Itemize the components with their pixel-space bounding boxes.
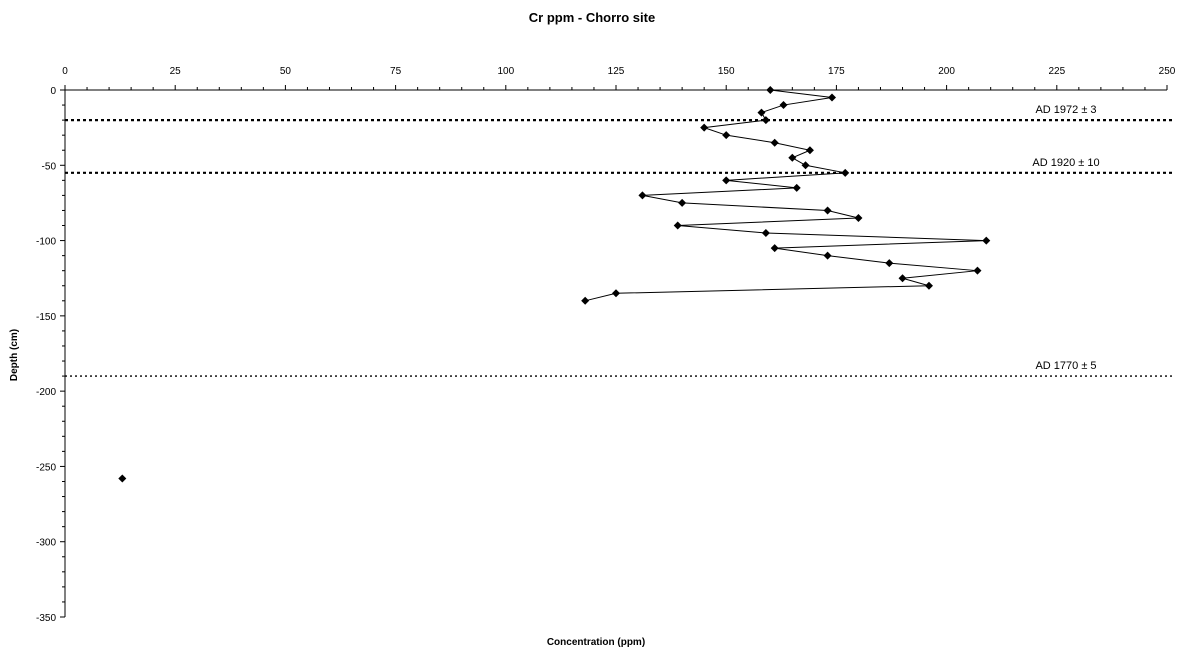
data-point-marker <box>638 191 647 200</box>
data-point-marker <box>973 266 982 275</box>
y-tick-label: -100 <box>36 237 56 248</box>
data-point-marker <box>982 236 991 245</box>
data-point-marker <box>801 161 810 170</box>
data-point-marker <box>854 213 863 222</box>
data-point-marker <box>823 206 832 215</box>
data-point-marker <box>805 146 814 155</box>
data-point-marker <box>885 259 894 268</box>
reference-label: AD 1972 ± 3 <box>1035 104 1096 116</box>
data-point-marker <box>678 198 687 207</box>
x-tick-label: 225 <box>1048 66 1065 77</box>
data-point-marker <box>770 244 779 253</box>
y-tick-label: -250 <box>36 462 56 473</box>
y-tick-label: -200 <box>36 387 56 398</box>
y-tick-label: -350 <box>36 613 56 624</box>
data-point-marker <box>761 116 770 125</box>
y-axis-label: Depth (cm) <box>9 329 20 381</box>
x-axis-label: Concentration (ppm) <box>547 637 645 648</box>
data-point-marker <box>770 138 779 147</box>
x-tick-label: 50 <box>280 66 292 77</box>
data-point-marker <box>823 251 832 260</box>
data-point-marker <box>118 474 127 483</box>
data-point-marker <box>761 229 770 238</box>
data-point-marker <box>581 296 590 305</box>
data-point-marker <box>792 183 801 192</box>
data-point-marker <box>766 86 775 94</box>
x-tick-label: 75 <box>390 66 402 77</box>
data-point-marker <box>757 108 766 117</box>
data-point-marker <box>722 131 731 140</box>
x-tick-label: 0 <box>62 66 68 77</box>
data-point-marker <box>924 281 933 290</box>
data-point-marker <box>898 274 907 283</box>
reference-label: AD 1920 ± 10 <box>1032 157 1099 169</box>
x-tick-label: 150 <box>718 66 735 77</box>
y-tick-label: 0 <box>50 86 56 97</box>
x-tick-label: 125 <box>608 66 625 77</box>
x-tick-label: 100 <box>497 66 514 77</box>
data-point-marker <box>612 289 620 298</box>
data-point-marker <box>841 168 850 177</box>
data-point-marker <box>722 176 731 185</box>
chart-title: Cr ppm - Chorro site <box>529 10 655 25</box>
x-tick-label: 25 <box>170 66 182 77</box>
data-point-marker <box>827 93 836 102</box>
x-tick-label: 175 <box>828 66 845 77</box>
reference-label: AD 1770 ± 5 <box>1035 360 1096 372</box>
y-tick-label: -300 <box>36 538 56 549</box>
y-tick-label: -150 <box>36 312 56 323</box>
x-tick-label: 250 <box>1159 66 1176 77</box>
data-point-marker <box>673 221 682 230</box>
data-point-marker <box>779 101 788 110</box>
data-point-marker <box>788 153 797 162</box>
plot-area: 0 25 50 75 100 125 150 175 200 225 250 0 -50 -100 -150… <box>36 66 1176 624</box>
x-tick-label: 200 <box>938 66 955 77</box>
data-point-marker <box>700 123 709 132</box>
y-tick-label: -50 <box>42 161 57 172</box>
